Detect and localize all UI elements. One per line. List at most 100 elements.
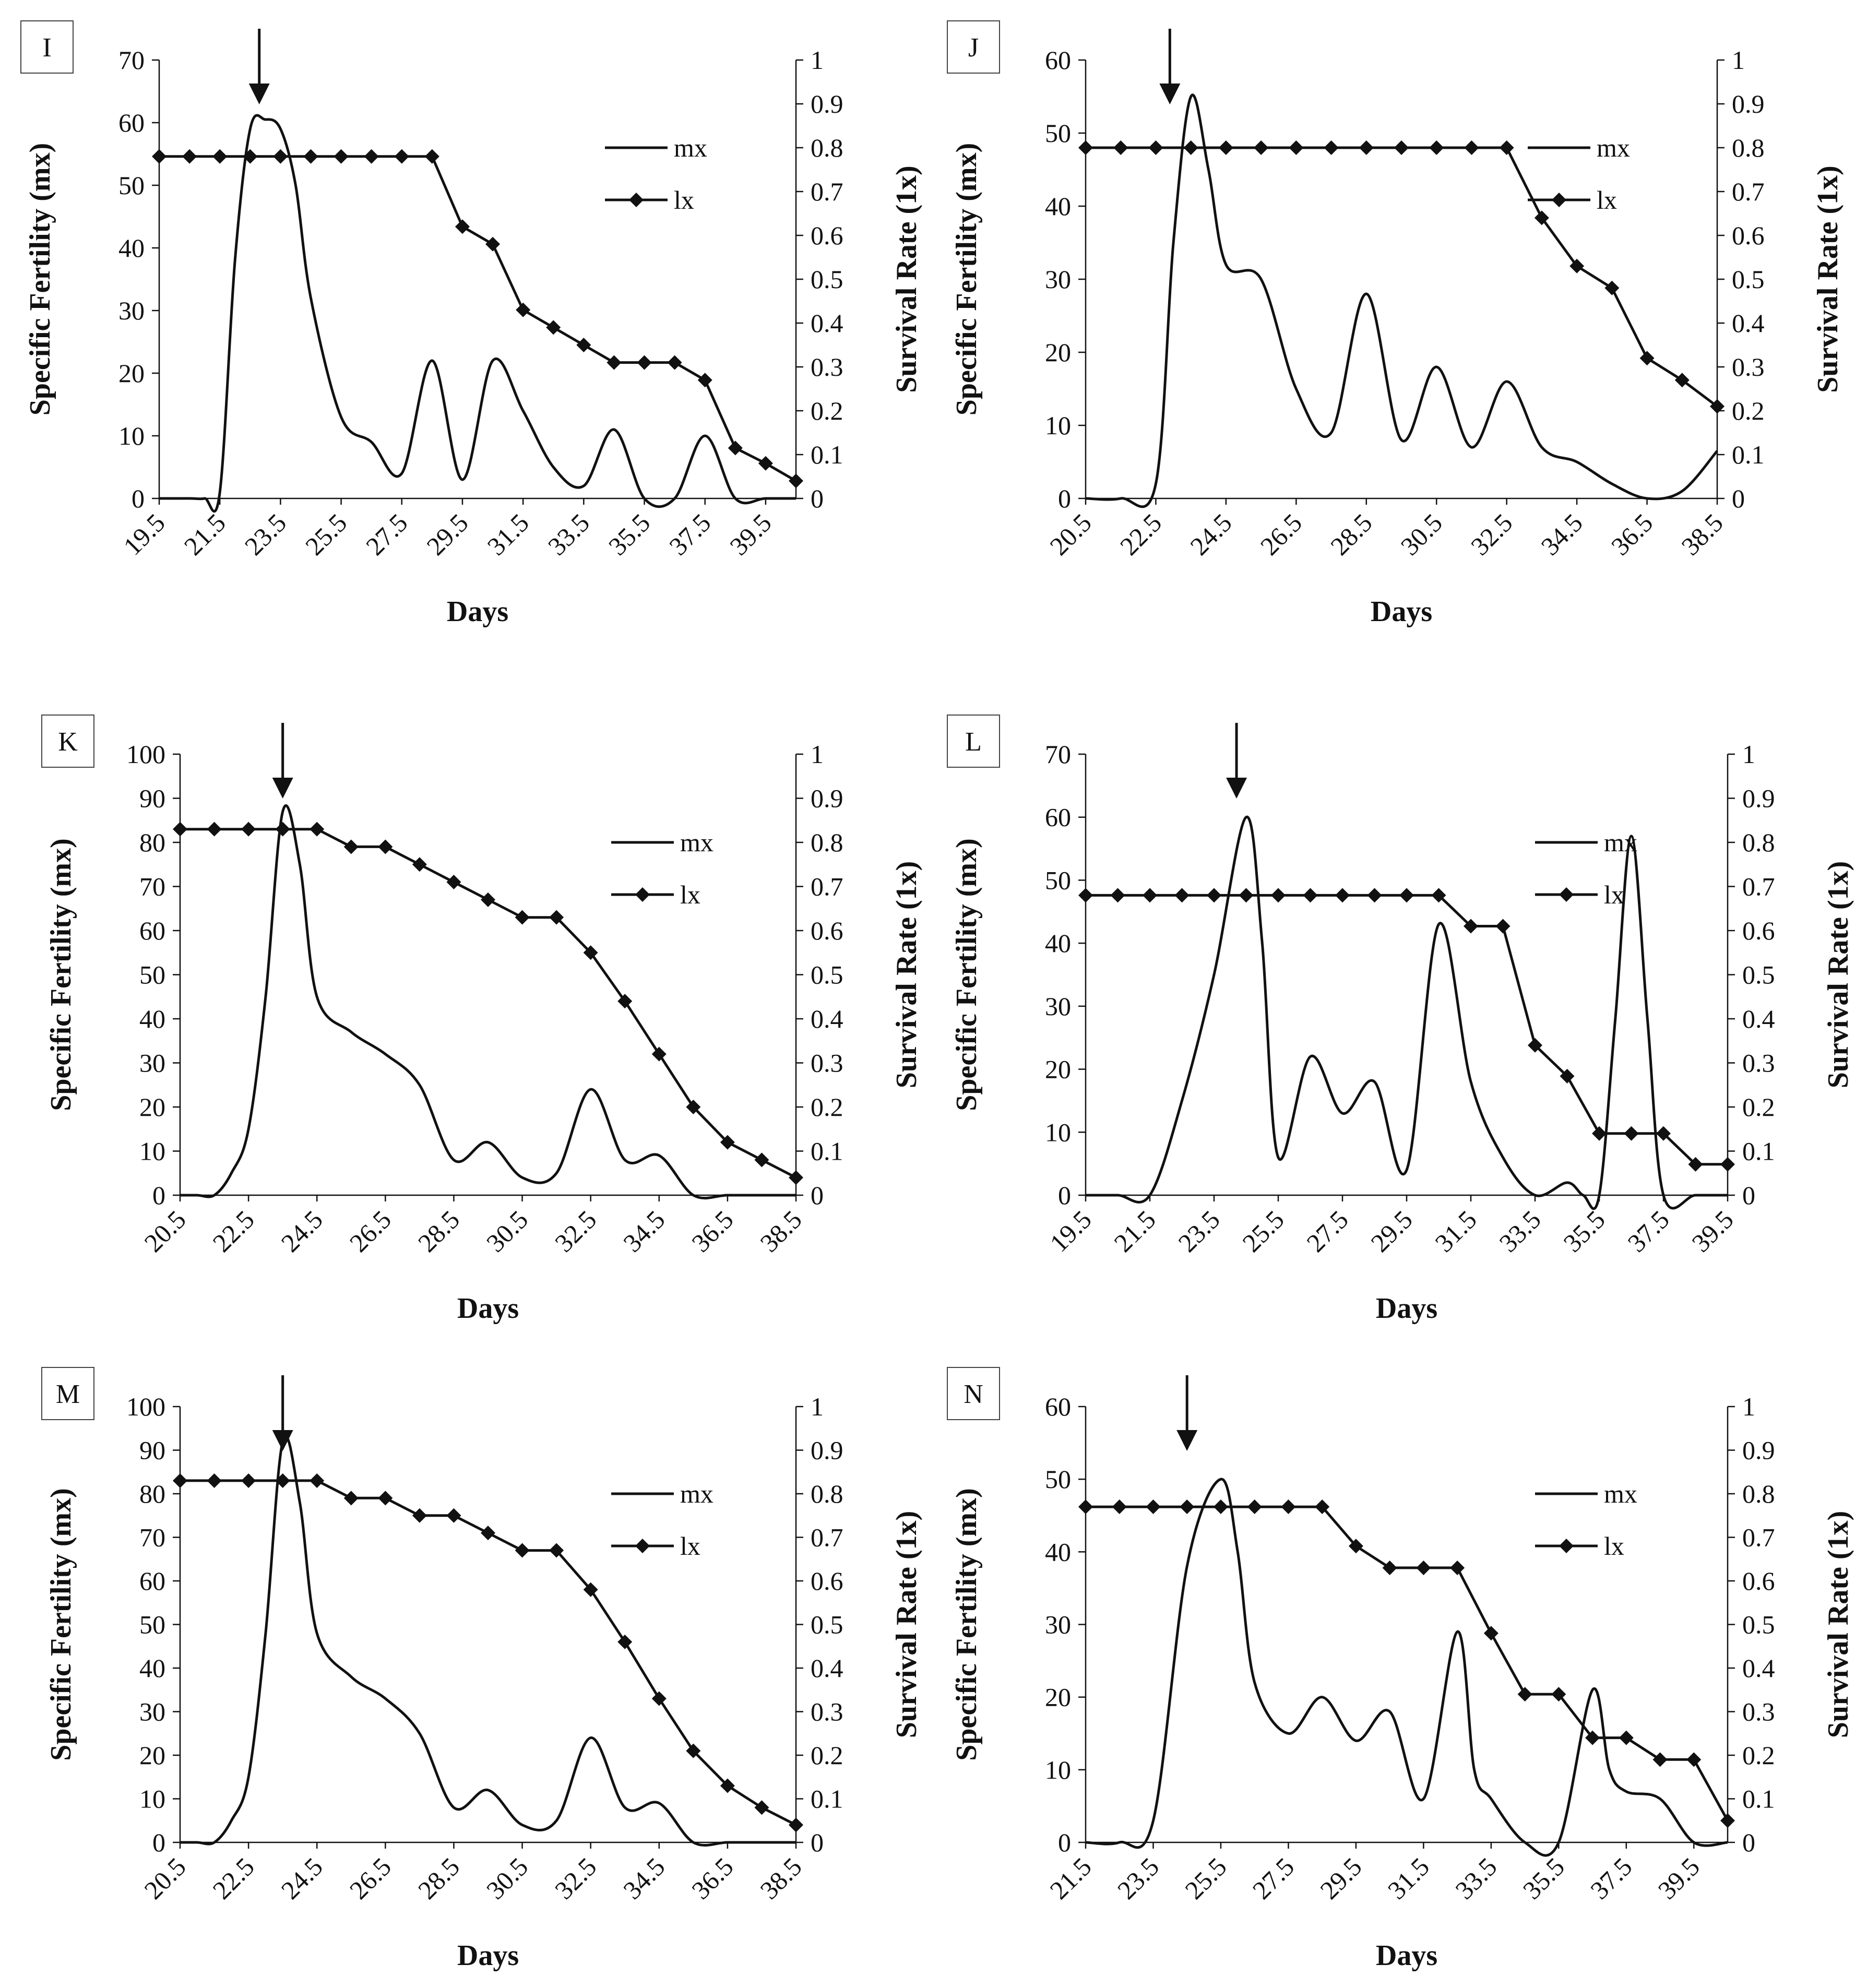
right-y-tick-label: 0.9	[811, 89, 843, 118]
data-point-lx	[1112, 1499, 1127, 1515]
x-tick-label: 37.5	[663, 508, 716, 561]
series-line-lx	[1086, 1505, 1729, 1822]
left-y-tick-label: 60	[1045, 803, 1071, 832]
data-point-lx	[516, 302, 531, 317]
x-tick-label: 21.5	[178, 508, 231, 561]
right-y-tick-label: 1	[1732, 45, 1745, 75]
x-tick-label: 30.5	[481, 1852, 533, 1904]
x-tick-label: 37.5	[1622, 1205, 1674, 1257]
right-y-tick-label: 0.4	[811, 308, 843, 338]
panel-label: M	[56, 1379, 80, 1409]
data-point-lx	[1146, 1499, 1161, 1515]
right-y-tick-label: 0.5	[811, 960, 843, 990]
data-point-lx	[455, 219, 470, 234]
data-point-lx	[412, 1508, 427, 1523]
left-y-tick-label: 40	[1045, 1537, 1071, 1566]
left-y-tick-label: 60	[139, 916, 165, 945]
data-point-lx	[1143, 888, 1157, 903]
x-tick-label: 38.5	[754, 1205, 807, 1257]
left-y-tick-label: 60	[1045, 45, 1071, 75]
x-tick-label: 24.5	[276, 1852, 328, 1904]
data-point-lx	[173, 1473, 187, 1488]
series-line-mx	[1085, 1478, 1728, 1857]
left-y-tick-label: 30	[1045, 1610, 1071, 1639]
x-tick-label: 31.5	[481, 508, 534, 561]
data-point-lx	[607, 355, 622, 370]
left-y-tick-label: 20	[118, 359, 145, 388]
right-y-tick-label: 0.2	[1742, 1092, 1775, 1122]
x-tick-label: 19.5	[117, 508, 170, 561]
data-point-lx	[576, 338, 591, 352]
data-point-lx	[758, 456, 773, 471]
right-y-tick-label: 0	[811, 484, 824, 513]
x-tick-label: 38.5	[754, 1852, 807, 1904]
left-y-tick-label: 70	[1045, 740, 1071, 769]
left-y-tick-label: 90	[139, 784, 165, 813]
data-point-lx	[343, 839, 359, 854]
x-tick-label: 38.5	[1675, 508, 1728, 561]
data-point-lx	[1335, 888, 1350, 903]
right-y-tick-label: 0.8	[1742, 828, 1775, 857]
legend-label-lx: lx	[674, 185, 694, 215]
x-tick-label: 30.5	[1395, 508, 1448, 561]
data-point-lx	[1604, 280, 1620, 295]
right-y-tick-label: 1	[1742, 1392, 1755, 1421]
right-y-tick-label: 0.3	[811, 1697, 843, 1727]
right-y-tick-label: 0.3	[811, 352, 843, 382]
panel-label-box	[947, 20, 1000, 74]
left-y-tick-label: 0	[132, 484, 145, 513]
data-point-lx	[515, 1543, 530, 1558]
data-point-lx	[651, 1046, 667, 1062]
data-point-lx	[334, 149, 349, 164]
legend-label-lx: lx	[1604, 1531, 1624, 1561]
chart-panel-k: K 0 10 20 30 40 50 60 70 80 90 100 0 0.1 0.2 0.3 0.4 0.5 0…	[41, 715, 923, 1325]
left-y-axis-label: Specific Fertility (mx)	[45, 838, 77, 1111]
x-tick-label: 27.5	[1301, 1205, 1353, 1257]
right-y-axis-label: Survival Rate (1x)	[890, 165, 923, 393]
right-y-tick-label: 0.7	[811, 177, 843, 206]
data-point-lx	[720, 1135, 735, 1150]
left-y-tick-label: 80	[139, 1479, 165, 1508]
x-axis-label: Days	[457, 1292, 519, 1325]
right-y-tick-label: 0.4	[811, 1004, 843, 1033]
left-y-axis-label: Specific Fertility (mx)	[45, 1488, 77, 1760]
data-point-lx	[394, 149, 409, 164]
data-point-lx	[303, 149, 318, 164]
data-point-lx	[212, 149, 228, 164]
x-tick-label: 26.5	[1255, 508, 1307, 561]
x-tick-label: 36.5	[686, 1205, 739, 1257]
arrow-down-icon	[1176, 1430, 1198, 1451]
panel-label-box	[947, 715, 1000, 768]
left-y-tick-label: 40	[139, 1653, 165, 1683]
data-point-lx	[754, 1152, 769, 1168]
data-point-lx	[207, 822, 222, 837]
data-point-lx	[637, 355, 652, 370]
x-tick-label: 26.5	[344, 1205, 397, 1257]
right-y-tick-label: 0.5	[1742, 1610, 1775, 1639]
data-point-lx	[310, 822, 325, 837]
right-y-tick-label: 0.9	[1742, 1436, 1775, 1465]
legend-label-lx: lx	[680, 1531, 700, 1561]
data-point-lx	[1148, 140, 1163, 155]
right-y-tick-label: 0.8	[811, 828, 843, 857]
right-y-tick-label: 0.7	[1732, 177, 1765, 206]
left-y-tick-label: 40	[139, 1004, 165, 1033]
data-point-lx	[1483, 1626, 1499, 1641]
data-point-lx	[720, 1778, 735, 1793]
x-tick-label: 27.5	[360, 508, 413, 561]
right-y-tick-label: 0.5	[811, 1610, 843, 1639]
data-point-lx	[789, 1170, 803, 1185]
left-y-tick-label: 40	[1045, 192, 1071, 221]
right-y-tick-label: 0.2	[1742, 1741, 1775, 1770]
right-y-tick-label: 0.6	[1742, 1566, 1775, 1596]
left-y-axis-label: Specific Fertility (mx)	[24, 143, 56, 415]
data-point-lx	[1183, 140, 1198, 155]
data-point-lx	[207, 1473, 222, 1488]
series-line-lx	[180, 828, 797, 1179]
right-y-tick-label: 0.2	[811, 396, 843, 425]
panel-label: L	[965, 727, 982, 757]
x-axis-label: Days	[447, 596, 508, 628]
series-line-lx	[159, 155, 797, 482]
left-y-tick-label: 0	[152, 1181, 165, 1210]
data-point-lx	[243, 149, 258, 164]
